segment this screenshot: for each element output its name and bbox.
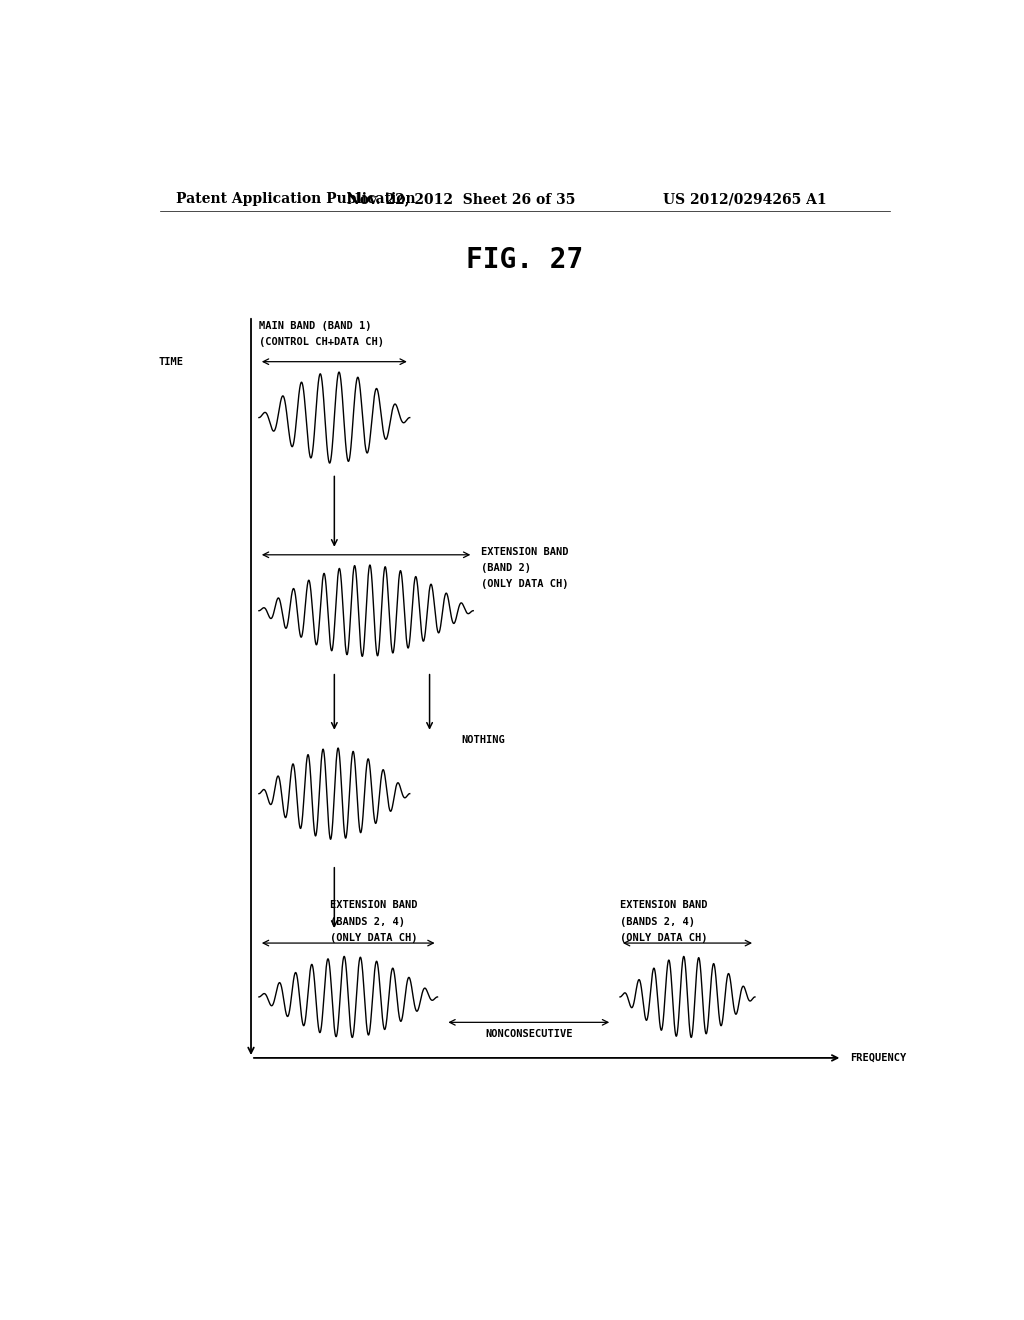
Text: (CONTROL CH+DATA CH): (CONTROL CH+DATA CH) [259, 338, 384, 347]
Text: (ONLY DATA CH): (ONLY DATA CH) [620, 933, 708, 942]
Text: EXTENSION BAND: EXTENSION BAND [331, 900, 418, 911]
Text: Patent Application Publication: Patent Application Publication [176, 191, 416, 206]
Text: EXTENSION BAND: EXTENSION BAND [481, 546, 568, 557]
Text: NOTHING: NOTHING [461, 735, 505, 744]
Text: (ONLY DATA CH): (ONLY DATA CH) [481, 579, 568, 589]
Text: NONCONSECUTIVE: NONCONSECUTIVE [485, 1030, 572, 1039]
Text: (BANDS 2, 4): (BANDS 2, 4) [620, 916, 695, 927]
Text: (ONLY DATA CH): (ONLY DATA CH) [331, 933, 418, 942]
Text: EXTENSION BAND: EXTENSION BAND [620, 900, 708, 911]
Text: TIME: TIME [159, 356, 183, 367]
Text: (BAND 2): (BAND 2) [481, 562, 531, 573]
Text: FREQUENCY: FREQUENCY [850, 1053, 906, 1063]
Text: Nov. 22, 2012  Sheet 26 of 35: Nov. 22, 2012 Sheet 26 of 35 [347, 191, 575, 206]
Text: US 2012/0294265 A1: US 2012/0294265 A1 [663, 191, 826, 206]
Text: FIG. 27: FIG. 27 [466, 246, 584, 275]
Text: (BANDS 2, 4): (BANDS 2, 4) [331, 916, 406, 927]
Text: MAIN BAND (BAND 1): MAIN BAND (BAND 1) [259, 321, 372, 331]
